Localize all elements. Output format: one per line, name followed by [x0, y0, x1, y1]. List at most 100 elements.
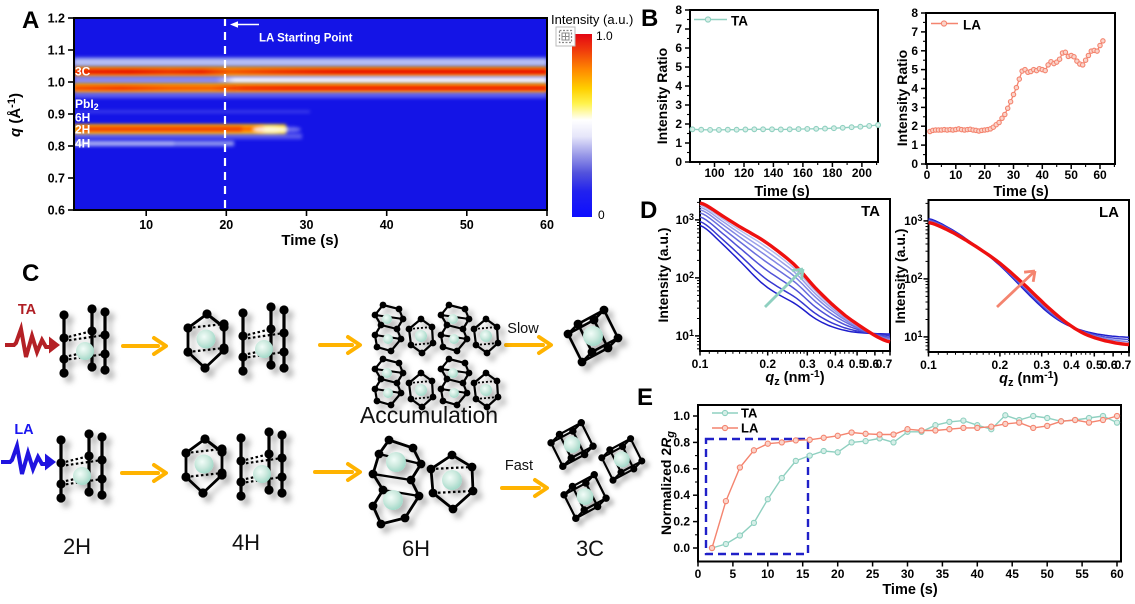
svg-text:15: 15	[796, 567, 810, 581]
svg-text:0.8: 0.8	[673, 435, 690, 449]
svg-text:55: 55	[1075, 567, 1089, 581]
svg-text:2H: 2H	[75, 123, 90, 137]
svg-text:0.3: 0.3	[1033, 358, 1050, 372]
svg-text:50: 50	[1065, 168, 1079, 182]
svg-text:3C: 3C	[576, 536, 604, 561]
svg-text:1: 1	[675, 136, 682, 150]
svg-text:10: 10	[761, 567, 775, 581]
svg-text:5: 5	[730, 567, 737, 581]
svg-text:Time (s): Time (s)	[882, 582, 938, 598]
svg-text:4: 4	[911, 82, 918, 96]
svg-text:0.2: 0.2	[759, 357, 776, 371]
svg-text:TA: TA	[731, 14, 748, 29]
svg-text:7: 7	[675, 22, 682, 36]
svg-text:Intensity (a.u.): Intensity (a.u.)	[892, 229, 908, 324]
svg-text:200: 200	[852, 166, 872, 180]
svg-text:103: 103	[904, 213, 922, 228]
svg-text:LA: LA	[741, 421, 759, 436]
svg-text:0.1: 0.1	[692, 357, 709, 371]
svg-text:0.2: 0.2	[673, 515, 690, 529]
svg-text:20: 20	[978, 168, 992, 182]
svg-text:TA: TA	[741, 406, 758, 421]
svg-text:LA: LA	[14, 422, 34, 438]
svg-text:0.5: 0.5	[1086, 358, 1103, 372]
svg-text:5: 5	[911, 63, 918, 77]
svg-text:5: 5	[675, 60, 682, 74]
svg-text:qz (nm-1): qz (nm-1)	[999, 369, 1058, 389]
svg-text:1: 1	[911, 138, 918, 152]
svg-text:102: 102	[676, 270, 694, 285]
svg-text:0.7: 0.7	[876, 357, 893, 371]
svg-text:0.6: 0.6	[48, 204, 65, 218]
svg-text:10: 10	[949, 168, 963, 182]
svg-text:0: 0	[695, 567, 702, 581]
svg-text:60: 60	[540, 218, 554, 232]
svg-text:50: 50	[460, 218, 474, 232]
svg-text:0: 0	[675, 155, 682, 169]
svg-text:0.7: 0.7	[1115, 358, 1132, 372]
svg-text:60: 60	[1110, 567, 1124, 581]
svg-text:1.0: 1.0	[673, 409, 690, 423]
svg-text:0.9: 0.9	[48, 108, 65, 122]
svg-text:40: 40	[1036, 168, 1050, 182]
svg-text:45: 45	[1006, 567, 1020, 581]
svg-text:4H: 4H	[75, 137, 90, 151]
svg-text:0.3: 0.3	[799, 357, 816, 371]
svg-text:A: A	[22, 7, 39, 34]
svg-text:30: 30	[1007, 168, 1021, 182]
svg-text:0.0: 0.0	[673, 541, 690, 555]
svg-text:0.7: 0.7	[48, 172, 65, 186]
svg-text:TA: TA	[861, 203, 880, 220]
svg-text:1.0: 1.0	[596, 29, 613, 43]
svg-text:100: 100	[704, 166, 724, 180]
svg-text:35: 35	[936, 567, 950, 581]
svg-text:1.0: 1.0	[48, 76, 65, 90]
svg-text:B: B	[641, 5, 658, 32]
svg-text:Intensity Ratio: Intensity Ratio	[654, 48, 670, 144]
svg-text:2H: 2H	[63, 534, 91, 559]
svg-text:4H: 4H	[232, 530, 260, 555]
svg-text:8: 8	[675, 3, 682, 17]
svg-text:0.4: 0.4	[673, 488, 690, 502]
svg-text:Time (s): Time (s)	[993, 184, 1049, 200]
svg-text:LA Starting Point: LA Starting Point	[259, 33, 353, 45]
svg-text:40: 40	[380, 218, 394, 232]
svg-text:0.2: 0.2	[992, 358, 1009, 372]
svg-text:20: 20	[219, 218, 233, 232]
svg-text:180: 180	[822, 166, 842, 180]
svg-text:8: 8	[911, 6, 918, 20]
svg-text:0.1: 0.1	[920, 358, 937, 372]
svg-text:0.6: 0.6	[1101, 358, 1118, 372]
svg-text:LA: LA	[1099, 204, 1119, 221]
svg-text:Accumulation: Accumulation	[360, 402, 498, 428]
svg-text:40: 40	[971, 567, 985, 581]
svg-text:101: 101	[904, 329, 922, 344]
svg-text:0.5: 0.5	[849, 357, 866, 371]
svg-text:Time (s): Time (s)	[281, 232, 338, 249]
svg-text:4: 4	[675, 79, 682, 93]
svg-text:0: 0	[598, 208, 605, 222]
svg-text:50: 50	[1041, 567, 1055, 581]
svg-text:120: 120	[734, 166, 754, 180]
svg-text:q (Å-1): q (Å-1)	[6, 93, 24, 137]
svg-text:1.1: 1.1	[48, 44, 65, 58]
svg-text:0: 0	[911, 157, 918, 171]
svg-text:3: 3	[911, 100, 918, 114]
svg-text:0.4: 0.4	[1063, 358, 1080, 372]
svg-text:6: 6	[911, 44, 918, 58]
svg-text:Intensity (a.u.): Intensity (a.u.)	[655, 228, 671, 323]
svg-text:1.2: 1.2	[48, 12, 65, 26]
svg-text:Slow: Slow	[507, 321, 539, 337]
svg-text:0.8: 0.8	[48, 140, 65, 154]
svg-text:D: D	[640, 197, 657, 224]
svg-text:3: 3	[675, 98, 682, 112]
svg-text:6H: 6H	[75, 111, 90, 125]
svg-text:10: 10	[139, 218, 153, 232]
svg-text:6H: 6H	[402, 536, 430, 561]
svg-text:103: 103	[676, 212, 694, 227]
svg-text:TA: TA	[18, 302, 37, 318]
svg-text:Intensity (a.u.): Intensity (a.u.)	[551, 12, 633, 27]
svg-text:2: 2	[675, 117, 682, 131]
svg-text:Time (s): Time (s)	[754, 184, 810, 200]
svg-text:Intensity Ratio: Intensity Ratio	[894, 50, 910, 146]
